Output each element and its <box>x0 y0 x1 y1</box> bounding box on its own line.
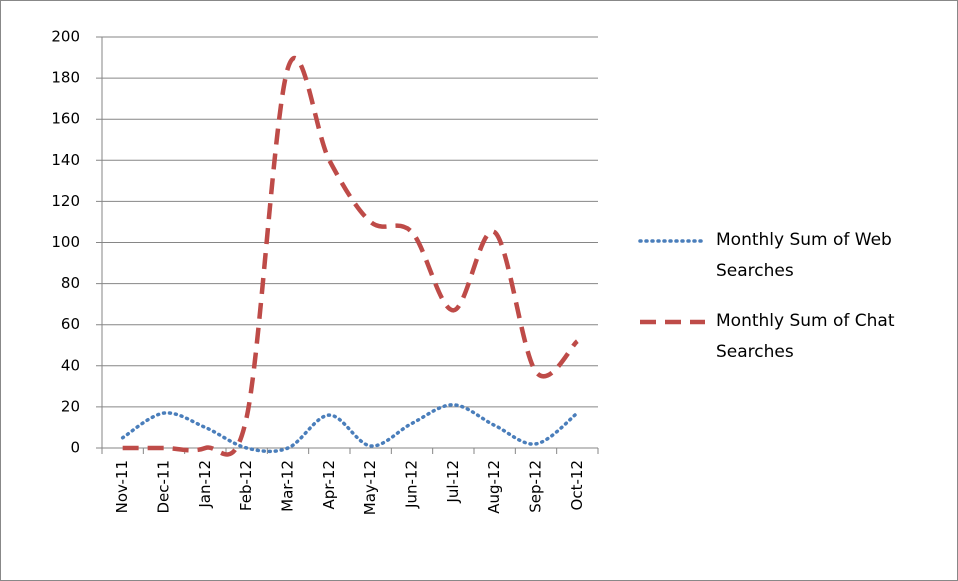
x-tick-label: Dec-11 <box>155 460 173 514</box>
y-tick-label: 60 <box>61 315 80 333</box>
x-tick-label: Nov-11 <box>113 460 131 513</box>
x-tick-label: May-12 <box>361 460 379 515</box>
y-tick-label: 0 <box>70 439 80 457</box>
y-tick-label: 200 <box>51 28 80 46</box>
y-tick-label: 100 <box>51 233 80 251</box>
x-tick-label: Feb-12 <box>237 460 255 511</box>
x-tick-label: Jun-12 <box>403 460 421 509</box>
legend-label: Monthly Sum of Web Searches <box>716 230 892 281</box>
y-tick-label: 20 <box>61 397 80 415</box>
y-tick-label: 40 <box>61 356 80 374</box>
x-tick-label: Sep-12 <box>527 460 545 513</box>
series-line <box>120 403 580 454</box>
x-tick-label: Jan-12 <box>196 460 214 509</box>
x-tick-label: Apr-12 <box>320 460 338 510</box>
y-tick-label: 80 <box>61 274 80 292</box>
y-tick-label: 140 <box>51 151 80 169</box>
y-tick-label: 120 <box>51 192 80 210</box>
y-tick-label: 180 <box>51 69 80 87</box>
x-tick-label: Jul-12 <box>444 460 462 504</box>
series-line <box>122 55 579 457</box>
y-tick-label: 160 <box>51 110 80 128</box>
legend-label: Monthly Sum of Chat Searches <box>716 311 895 362</box>
x-tick-label: Aug-12 <box>485 460 503 514</box>
x-tick-label: Mar-12 <box>279 460 297 512</box>
x-tick-label: Oct-12 <box>568 460 586 510</box>
